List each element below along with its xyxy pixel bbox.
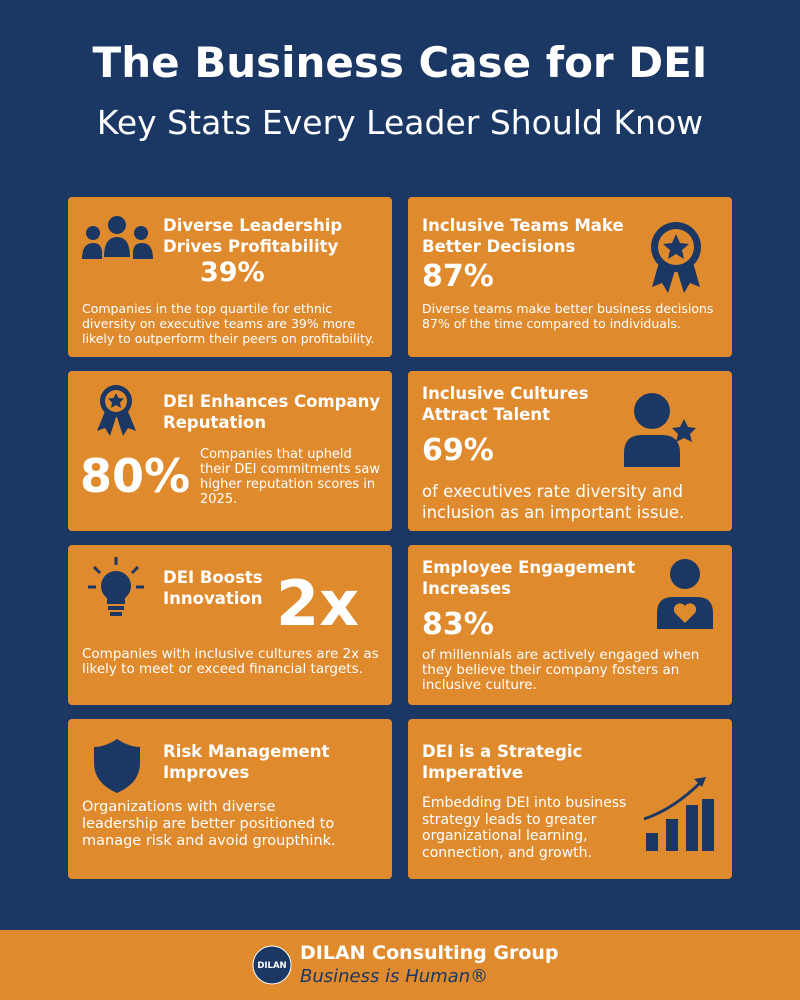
card-text: of executives rate diversity and inclusi… — [422, 482, 685, 522]
growth-icon — [643, 777, 714, 851]
logo: DILAN — [252, 945, 292, 985]
card-title: Employee Engagement Increases — [422, 558, 636, 598]
stat-card: DEI is a Strategic Imperative Embedding … — [408, 719, 732, 879]
stat-card: DEI Boosts Innovation 2x Companies with … — [68, 545, 392, 705]
card-title: Inclusive Cultures Attract Talent — [422, 384, 589, 424]
subtitle: Key Stats Every Leader Should Know — [96, 103, 704, 142]
card-title: DEI Boosts Innovation — [163, 568, 263, 608]
card-text: of millennials are actively engaged when… — [422, 647, 700, 693]
card-stat: 83% — [422, 607, 494, 642]
card-title: Risk Management Improves — [163, 742, 330, 782]
engagement-icon — [657, 559, 713, 629]
card-text: Embedding DEI into business strategy lea… — [422, 795, 627, 861]
card-stat: 80% — [80, 449, 191, 503]
award-icon — [97, 385, 136, 436]
logo-text: DILAN — [257, 961, 286, 971]
talent-icon — [624, 393, 696, 467]
people-icon — [82, 216, 153, 259]
lightbulb-icon — [88, 557, 144, 616]
stat-card: Diverse Leadership Drives Profitability … — [68, 197, 392, 357]
footer: DILAN DILAN Consulting Group Business is… — [0, 930, 800, 1000]
card-text: Organizations with diverse leadership ar… — [82, 799, 336, 849]
stat-card: Inclusive Cultures Attract Talent 69% of… — [408, 371, 732, 531]
card-stat: 87% — [422, 259, 494, 294]
card-stat: 2x — [276, 567, 360, 640]
card-title: Inclusive Teams Make Better Decisions — [422, 216, 624, 256]
stat-card: Inclusive Teams Make Better Decisions 87… — [408, 197, 732, 357]
card-title: DEI Enhances Company Reputation — [163, 392, 381, 432]
card-text: Companies with inclusive cultures are 2x… — [82, 646, 379, 677]
stat-card: Employee Engagement Increases 83% of mil… — [408, 545, 732, 705]
award-icon — [651, 222, 701, 293]
stat-card: DEI Enhances Company Reputation 80% Comp… — [68, 371, 392, 531]
card-title: DEI is a Strategic Imperative — [422, 742, 583, 782]
stat-card: Risk Management Improves Organizations w… — [68, 719, 392, 879]
card-title: Diverse Leadership Drives Profitability — [163, 216, 343, 256]
card-text: Companies in the top quartile for ethnic… — [82, 301, 375, 346]
card-text: Companies that upheld their DEI commitme… — [200, 447, 381, 507]
card-text: Diverse teams make better business decis… — [422, 301, 714, 331]
card-stat: 39% — [200, 257, 265, 288]
tagline: Business is Human® — [300, 966, 489, 987]
card-stat: 69% — [422, 433, 494, 468]
company-name: DILAN Consulting Group — [300, 942, 559, 964]
title: The Business Case for DEI — [92, 38, 708, 87]
shield-icon — [94, 739, 140, 793]
